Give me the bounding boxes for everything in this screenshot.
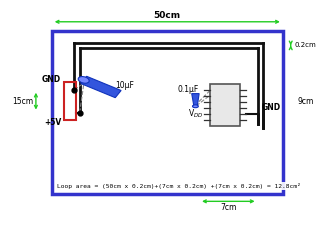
Text: 10μF: 10μF bbox=[116, 81, 134, 90]
Text: 0.1μF: 0.1μF bbox=[178, 85, 199, 94]
Polygon shape bbox=[192, 94, 199, 106]
Bar bbox=[210, 84, 240, 126]
Bar bbox=[64, 82, 76, 120]
Ellipse shape bbox=[78, 76, 89, 83]
Text: 0.2cm: 0.2cm bbox=[295, 42, 316, 48]
Text: 9cm: 9cm bbox=[297, 97, 314, 106]
Text: 50cm: 50cm bbox=[154, 11, 181, 20]
Text: +5V: +5V bbox=[44, 118, 61, 127]
Text: GND: GND bbox=[42, 75, 61, 84]
Text: Loop area = (50cm x 0.2cm)+(7cm x 0.2cm) +(7cm x 0.2cm) = 12.8cm²: Loop area = (50cm x 0.2cm)+(7cm x 0.2cm)… bbox=[57, 183, 301, 189]
Text: V$_{DD}$: V$_{DD}$ bbox=[188, 107, 203, 120]
Text: 7cm: 7cm bbox=[220, 203, 237, 212]
Bar bbox=[52, 31, 283, 194]
Ellipse shape bbox=[192, 105, 198, 108]
Polygon shape bbox=[81, 76, 121, 98]
Text: GND: GND bbox=[262, 103, 281, 112]
Text: 15cm: 15cm bbox=[12, 97, 33, 106]
